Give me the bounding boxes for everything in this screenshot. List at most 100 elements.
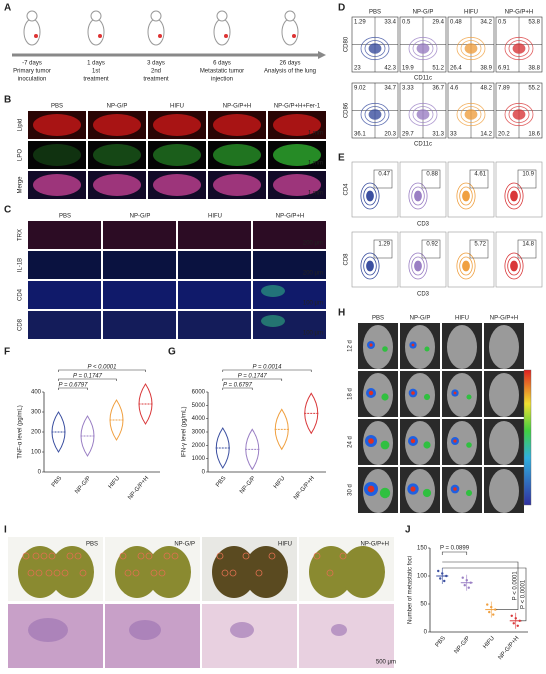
nodule xyxy=(137,552,145,560)
x-tick-label: PBS xyxy=(215,475,227,488)
quadrant-value: 36.1 xyxy=(354,132,366,138)
micrograph xyxy=(178,251,251,279)
nodule xyxy=(66,552,74,560)
violin xyxy=(51,411,66,453)
x-tick-label: NP-G/P xyxy=(454,635,472,655)
contour xyxy=(412,106,434,123)
tissue xyxy=(273,174,321,196)
gate xyxy=(517,239,537,259)
axis-label: CD80 xyxy=(344,36,350,52)
nodule xyxy=(216,552,224,560)
gate-value: 14.8 xyxy=(522,242,534,248)
dot xyxy=(492,613,495,616)
scale-bar-label: 1 mm xyxy=(308,161,323,167)
quadrant-value: 55.2 xyxy=(528,86,540,92)
y-tick-label: 100 xyxy=(31,450,42,456)
dot xyxy=(516,624,519,627)
dot xyxy=(488,610,491,614)
nodule xyxy=(124,569,132,577)
mouse-head xyxy=(284,10,296,22)
axis-label: IFN-γ level (pg/mL) xyxy=(182,406,188,457)
contour xyxy=(456,36,486,61)
signal xyxy=(381,393,389,401)
timeline-event: inoculation xyxy=(18,77,47,83)
y-tick-label: 2000 xyxy=(192,443,206,449)
column-label: PBS xyxy=(372,316,384,322)
gate-value: 0.47 xyxy=(378,172,390,178)
nodule xyxy=(171,552,179,560)
colorbar xyxy=(523,369,532,506)
tissue xyxy=(93,114,141,136)
quadrant-value: 18.6 xyxy=(528,132,540,138)
mouse-body xyxy=(363,421,393,465)
quadrant-value: 48.2 xyxy=(480,86,492,92)
stain xyxy=(261,315,285,327)
quadrant-value: 33 xyxy=(450,132,457,138)
signal xyxy=(382,346,388,352)
lung-lobe xyxy=(244,546,288,598)
dot xyxy=(463,584,466,587)
flow-plot xyxy=(495,231,543,288)
contour xyxy=(504,182,524,210)
nodule xyxy=(22,552,30,560)
column-label: NP-G/P+H xyxy=(505,10,534,16)
contour xyxy=(416,43,430,54)
scale-bar-label: 200 μm xyxy=(303,271,323,277)
p-value: P = 0.0899 xyxy=(440,546,470,552)
timeline-day: -7 days xyxy=(22,61,42,67)
bracket xyxy=(442,567,527,622)
panel-letter: G xyxy=(168,347,176,358)
timeline-event: 1st xyxy=(92,69,100,75)
mouse-body xyxy=(405,421,435,465)
row-label: TRX xyxy=(18,229,24,241)
contour xyxy=(408,102,438,127)
quadrant-value: 0.5 xyxy=(402,20,411,26)
nodule xyxy=(163,552,171,560)
stain xyxy=(261,285,285,297)
contour xyxy=(459,186,473,206)
timeline-event: Analysis of the lung xyxy=(264,69,316,75)
nodule xyxy=(35,569,43,577)
tissue xyxy=(93,174,141,196)
x-tick-label: NP-G/P+H xyxy=(498,635,521,661)
mouse-body xyxy=(363,325,393,369)
contour xyxy=(408,36,438,61)
micrograph xyxy=(28,221,101,249)
contour xyxy=(408,252,428,280)
dot xyxy=(467,586,470,589)
row-label: 24 d xyxy=(348,436,354,448)
tumor xyxy=(98,34,102,38)
flow-plot xyxy=(399,161,447,218)
gate xyxy=(373,239,393,259)
contour xyxy=(412,40,434,57)
gate xyxy=(373,169,393,189)
contour xyxy=(512,109,526,120)
micrograph xyxy=(28,251,101,279)
gate-value: 10.9 xyxy=(522,172,534,178)
axis-label: CD3 xyxy=(417,222,430,228)
column-label: NP-G/P+H+Fer-1 xyxy=(274,104,321,110)
contour xyxy=(360,102,390,127)
nodule xyxy=(45,569,53,577)
micrograph xyxy=(103,251,176,279)
scale-bar-label: 100 μm xyxy=(303,301,323,307)
flow-plot xyxy=(447,231,495,288)
y-tick-label: 5000 xyxy=(192,403,206,409)
micrograph xyxy=(103,281,176,309)
signal xyxy=(410,486,416,492)
gate xyxy=(517,169,537,189)
mouse-body xyxy=(405,325,435,369)
signal xyxy=(411,343,415,347)
row-label: 18 d xyxy=(348,388,354,400)
scale-bar-label: 500 μm xyxy=(376,660,396,666)
panel-letter: F xyxy=(4,347,10,358)
contour xyxy=(507,186,521,206)
nodule xyxy=(158,569,166,577)
contour xyxy=(464,43,478,54)
column-label: NP-G/P+H xyxy=(490,316,519,322)
quadrant-value: 33.4 xyxy=(384,20,396,26)
row-label: 30 d xyxy=(348,484,354,496)
y-tick-label: 0 xyxy=(202,470,206,476)
signal xyxy=(367,485,375,493)
micrograph xyxy=(178,311,251,339)
